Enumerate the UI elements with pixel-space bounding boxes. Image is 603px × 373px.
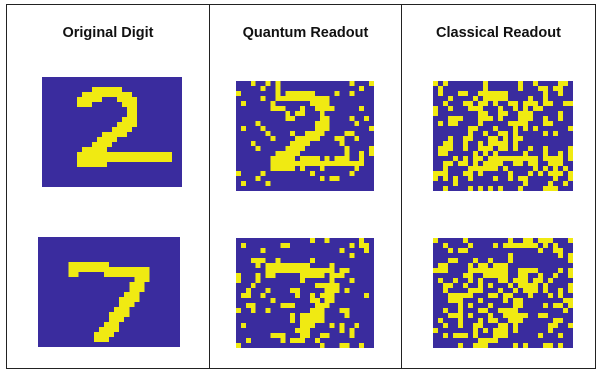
column-classical: Classical Readout (401, 5, 595, 368)
column-title-classical: Classical Readout (436, 25, 561, 41)
column-quantum: Quantum Readout (209, 5, 401, 368)
figure-frame: Original Digit Quantum Readout Classical… (6, 4, 596, 369)
digit-7-classical (433, 238, 573, 348)
digit-7-quantum (236, 238, 374, 348)
column-original: Original Digit (7, 5, 209, 368)
digit-2-original (42, 77, 182, 187)
digit-7-original (38, 237, 180, 347)
digit-2-quantum (236, 81, 374, 191)
column-title-original: Original Digit (62, 25, 154, 41)
column-title-quantum: Quantum Readout (242, 25, 369, 41)
digit-2-classical (433, 81, 573, 191)
